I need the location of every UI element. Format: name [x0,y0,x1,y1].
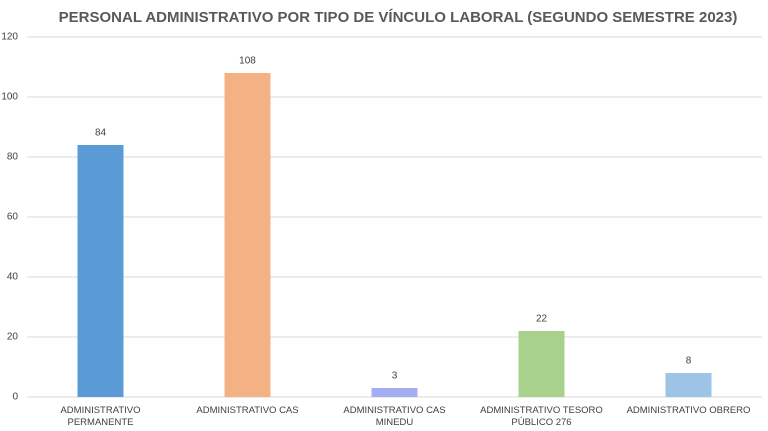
data-label: 84 [95,128,107,139]
x-tick-label: ADMINISTRATIVO TESORO PÚBLICO 276 [480,405,603,428]
bar [224,73,271,397]
data-label: 3 [392,371,398,382]
y-tick-label: 120 [1,32,18,43]
y-tick-label: 0 [12,392,18,403]
y-tick-label: 20 [7,332,19,343]
x-tick-label: ADMINISTRATIVO CAS MINEDU [343,405,446,428]
y-tick-label: 80 [7,152,19,163]
y-tick-label: 100 [1,92,18,103]
y-tick-label: 60 [7,212,19,223]
y-tick-label: 40 [7,272,19,283]
data-label: 8 [686,356,692,367]
bar [77,145,124,397]
x-tick-label: ADMINISTRATIVO OBRERO [626,405,751,416]
bar [371,388,418,397]
bar [665,373,712,397]
bar [518,331,565,397]
chart-title: PERSONAL ADMINISTRATIVO POR TIPO DE VÍNC… [59,9,738,26]
data-label: 108 [239,56,256,67]
x-tick-label: ADMINISTRATIVO CAS [196,405,299,416]
data-label: 22 [536,314,548,325]
x-tick-label: ADMINISTRATIVO PERMANENTE [60,405,141,428]
